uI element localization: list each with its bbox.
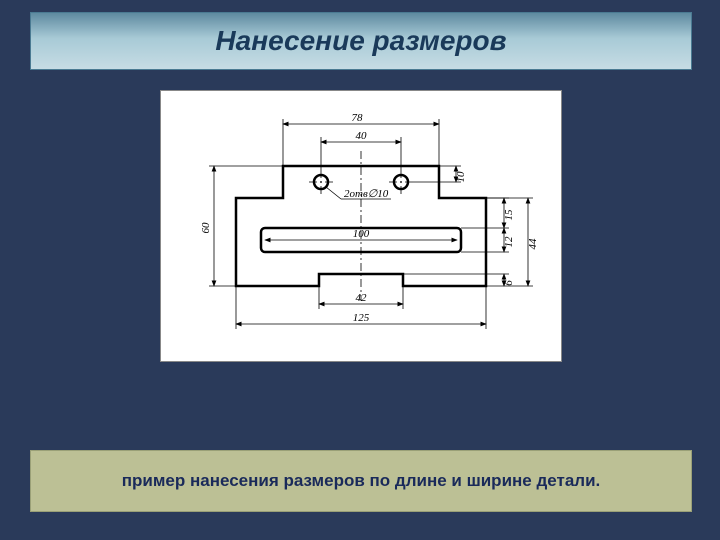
caption-bar: пример нанесения размеров по длине и шир… xyxy=(30,450,692,512)
dim-40-label: 40 xyxy=(356,130,368,142)
dim-44-label: 44 xyxy=(527,238,539,250)
dim-78-label: 78 xyxy=(352,112,364,124)
dim-6-label: 6 xyxy=(503,280,515,286)
dim-15-label: 15 xyxy=(503,209,515,221)
dim-42-label: 42 xyxy=(356,292,368,304)
title-bar: Нанесение размеров xyxy=(30,12,692,70)
dim-125-label: 125 xyxy=(353,312,370,324)
caption-text: пример нанесения размеров по длине и шир… xyxy=(122,471,601,491)
dim-12-label: 12 xyxy=(503,236,515,248)
drawing-svg: 78 40 10 15 12 44 6 60 100 42 125 2отв∅1… xyxy=(161,91,561,361)
hole-callout: 2отв∅10 xyxy=(344,188,389,200)
page-title: Нанесение размеров xyxy=(215,25,506,57)
dim-100-label: 100 xyxy=(353,228,370,240)
technical-drawing: 78 40 10 15 12 44 6 60 100 42 125 2отв∅1… xyxy=(160,90,562,362)
dim-10-label: 10 xyxy=(455,171,467,183)
dim-60-label: 60 xyxy=(200,222,212,234)
